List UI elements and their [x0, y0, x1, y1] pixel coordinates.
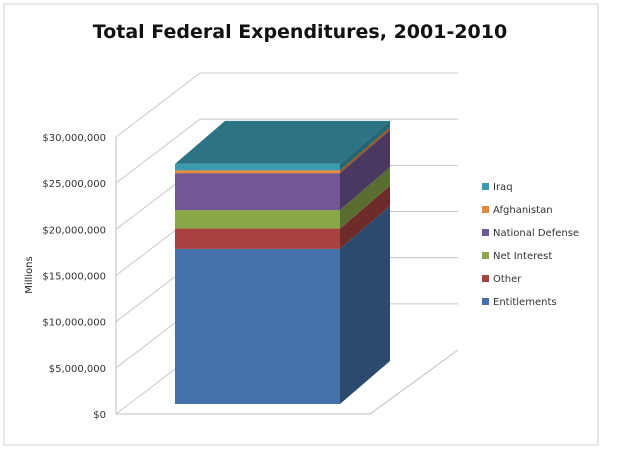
gridline — [115, 72, 458, 138]
legend-label: Net Interest — [493, 251, 552, 262]
legend-label: Afghanistan — [493, 205, 553, 216]
bar-segment-iraq — [175, 163, 340, 171]
legend-swatch — [482, 229, 489, 236]
y-axis-label: Millions — [24, 256, 35, 293]
bars — [175, 120, 390, 404]
legend-label: Iraq — [493, 182, 513, 193]
bar-side-national-defense — [340, 130, 390, 211]
legend-swatch — [482, 252, 489, 259]
bar-side-net-interest — [340, 167, 390, 229]
bar-segment-other — [175, 228, 340, 249]
y-tick-label: $15,000,000 — [42, 272, 106, 283]
legend-label: Other — [493, 274, 522, 285]
legend-swatch — [482, 298, 489, 305]
gridline — [115, 118, 458, 184]
legend-label: Entitlements — [493, 297, 557, 308]
bar-segment-afghanistan — [175, 170, 340, 174]
bar-side-other — [340, 185, 390, 249]
bar-segment-national-defense — [175, 173, 340, 211]
y-tick-label: $20,000,000 — [42, 225, 106, 236]
legend-label: National Defense — [493, 228, 579, 239]
y-tick-label: $0 — [93, 410, 106, 421]
legend-swatch — [482, 275, 489, 282]
bar-segment-entitlements — [175, 248, 340, 404]
y-tick-label: $30,000,000 — [42, 133, 106, 144]
bar-side-iraq — [340, 120, 390, 171]
legend-swatch — [482, 183, 489, 190]
legend: Iraq Afghanistan National Defense Net Inter… — [482, 182, 579, 308]
chart-title: Total Federal Expenditures, 2001-2010 — [93, 21, 507, 43]
legend-swatch — [482, 206, 489, 213]
bar-side-afghanistan — [340, 127, 390, 174]
y-ticks: $0 $5,000,000 $10,000,000 $15,000,000 $20,00… — [42, 133, 106, 421]
floor-edge — [116, 349, 459, 415]
y-tick-label: $5,000,000 — [49, 364, 106, 375]
y-tick-label: $25,000,000 — [42, 179, 106, 190]
bar-segment-net-interest — [175, 210, 340, 229]
y-tick-label: $10,000,000 — [42, 318, 106, 329]
bar-top-face — [175, 120, 390, 164]
bar-side-entitlements — [340, 205, 390, 404]
